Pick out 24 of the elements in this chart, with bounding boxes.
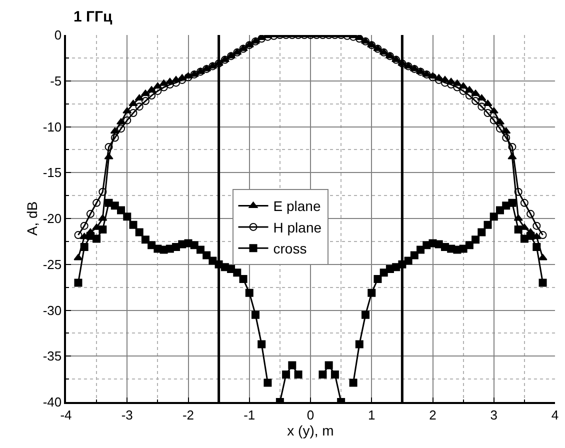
y-axis-title: A, dB	[24, 201, 40, 236]
x-tick-label: 4	[551, 407, 559, 422]
legend-label: H plane	[273, 219, 322, 236]
y-tick-label: -5	[50, 73, 62, 88]
x-axis-title: x (y), m	[287, 422, 334, 438]
y-tick-label: -20	[42, 211, 62, 226]
chart-title: 1 ГГц	[73, 8, 113, 26]
y-tick-label: -10	[42, 119, 62, 134]
legend-label: cross	[273, 240, 307, 257]
x-tick-label: 2	[429, 407, 436, 422]
x-tick-label: 0	[306, 407, 314, 422]
y-tick-label: -15	[42, 165, 62, 180]
legend-label: E plane	[273, 198, 321, 214]
y-tick-label: -30	[42, 302, 62, 318]
y-tick-label: 0	[54, 28, 62, 43]
x-tick-label: 3	[490, 407, 498, 422]
x-tick-label: -2	[182, 407, 194, 422]
y-tick-label: -25	[42, 256, 62, 272]
x-tick-label: -1	[244, 407, 256, 422]
x-tick-label: 1	[368, 407, 376, 422]
x-tick-label: -3	[121, 407, 133, 422]
y-tick-label: -35	[42, 348, 62, 364]
x-tick-label: -4	[60, 407, 72, 422]
y-tick-label: -40	[42, 394, 62, 410]
